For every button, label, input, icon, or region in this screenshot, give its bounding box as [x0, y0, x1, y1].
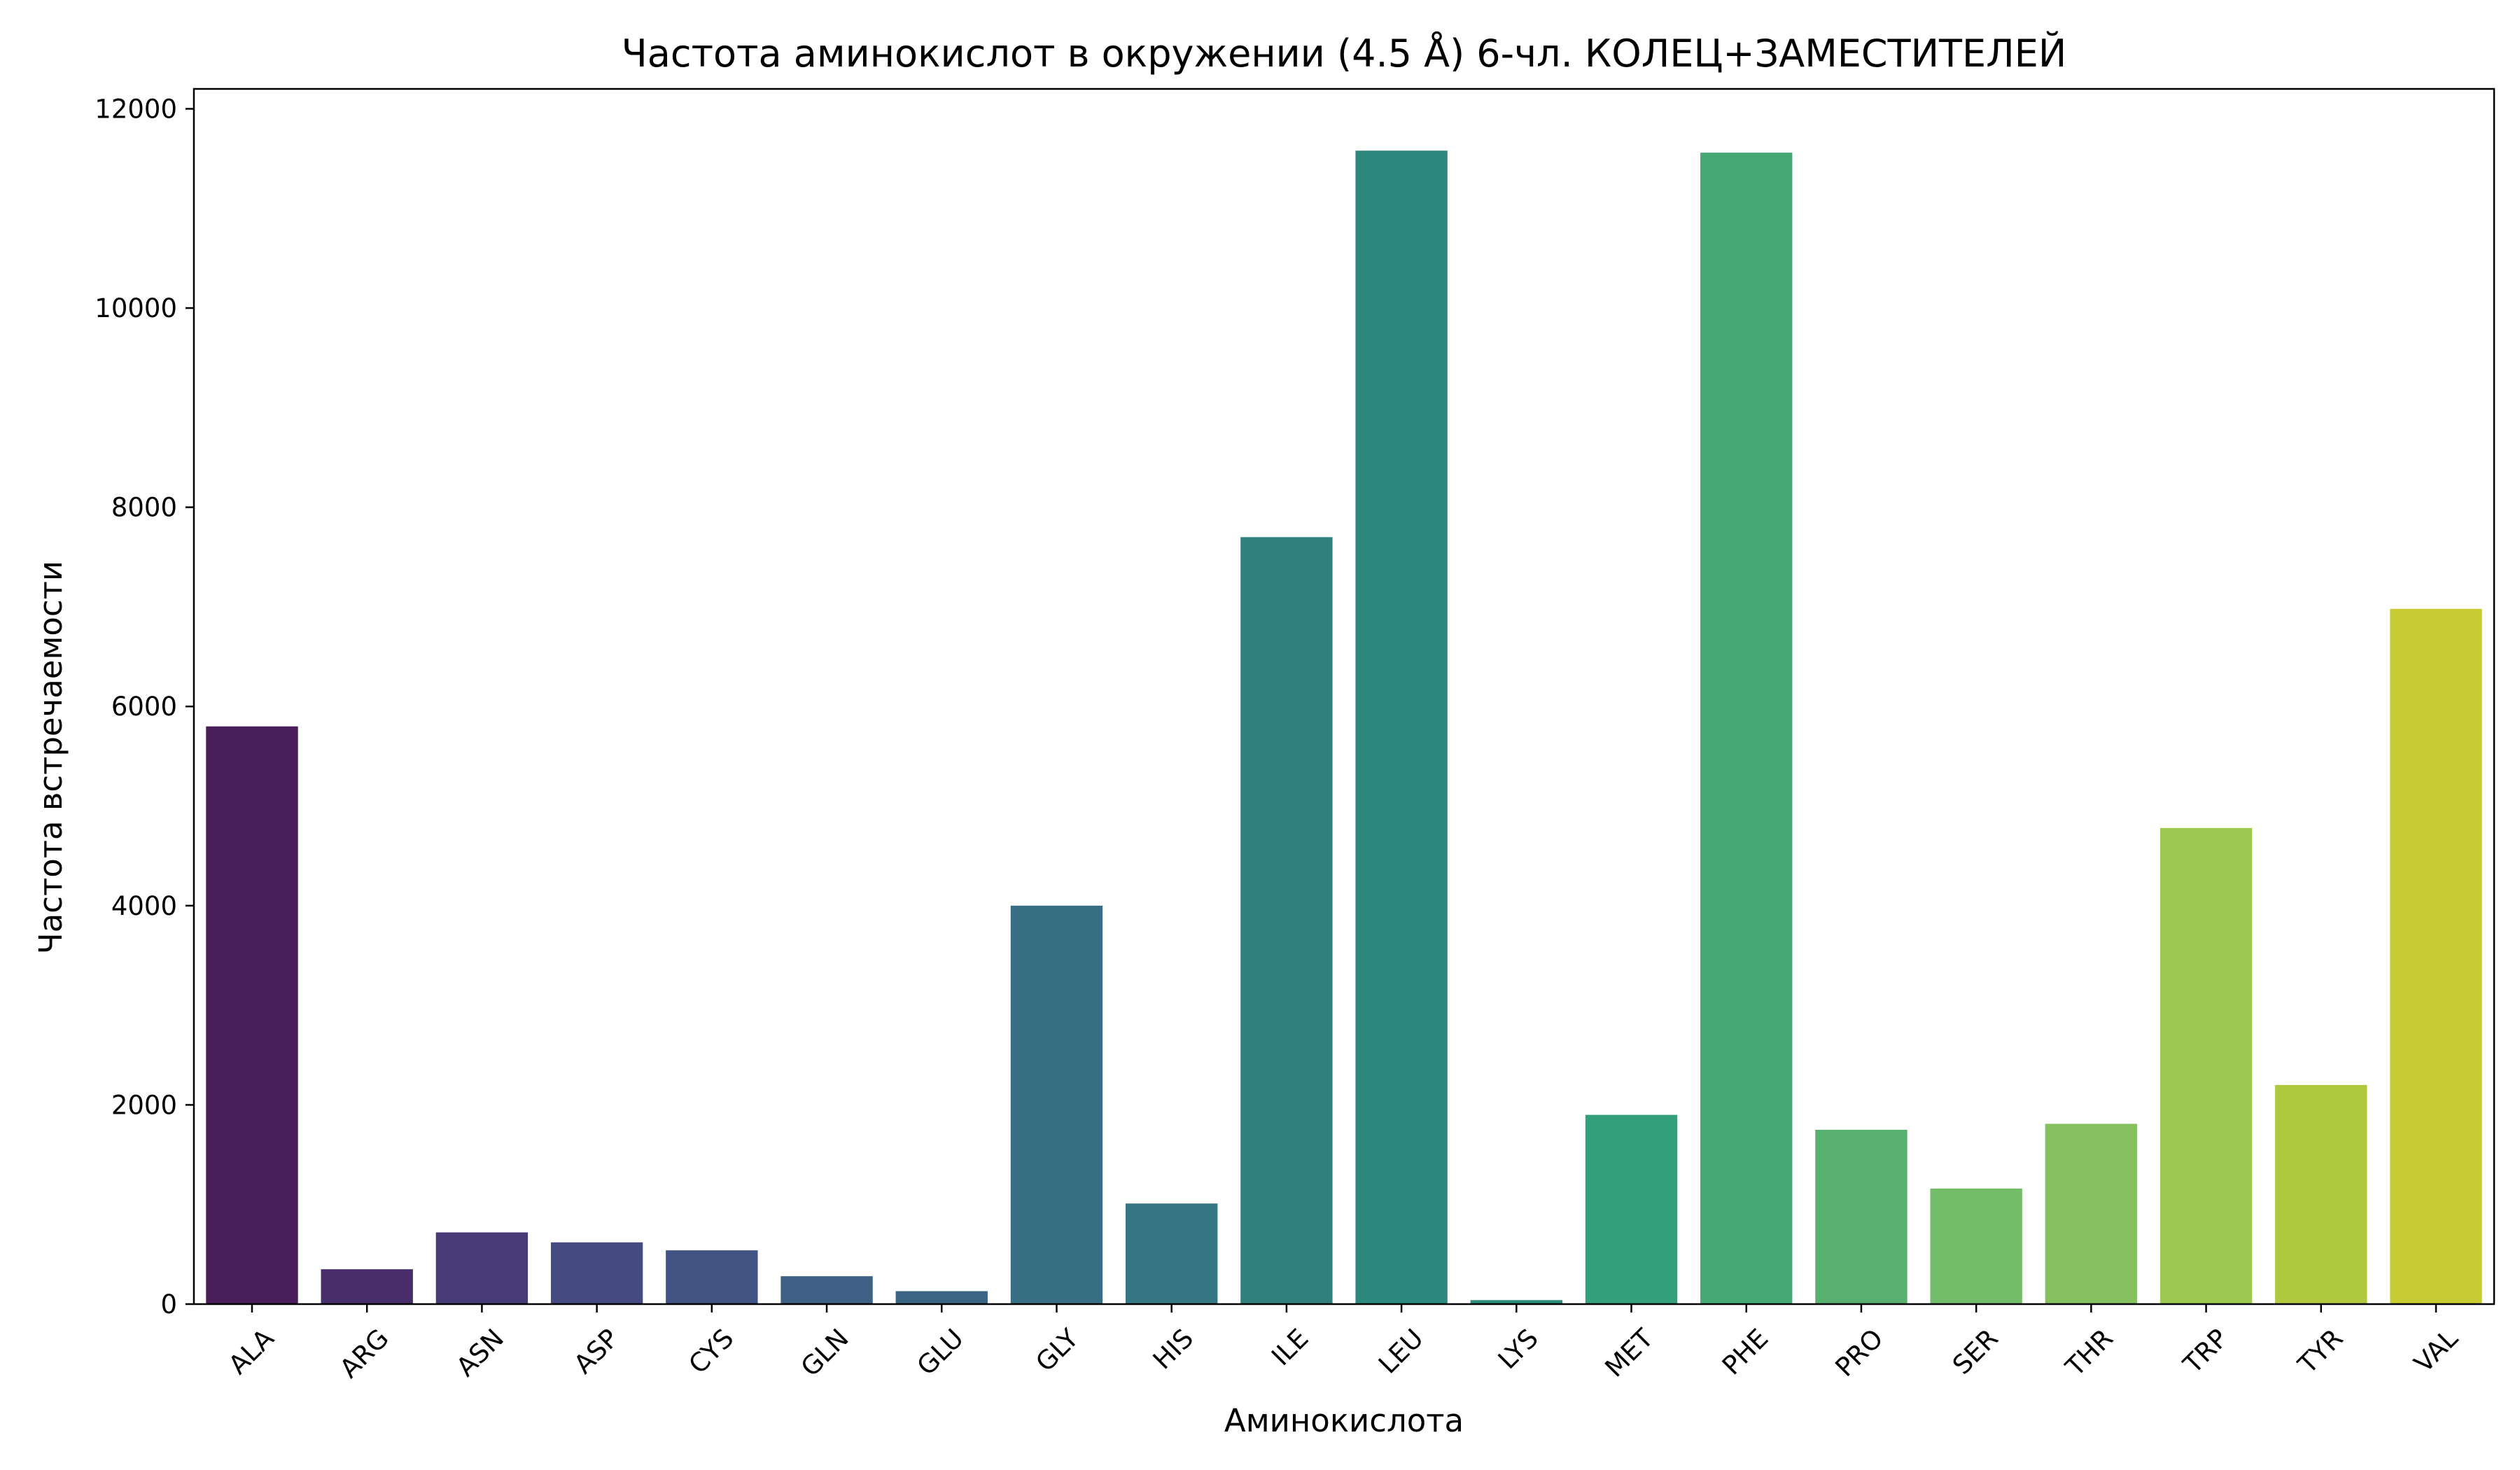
bar-arg: [321, 1269, 413, 1304]
x-tick-label-arg: ARG: [334, 1323, 395, 1384]
x-tick-label-asp: ASP: [568, 1323, 625, 1380]
bar-gln: [780, 1276, 873, 1304]
plot-frame: [192, 88, 2496, 1306]
bar-val: [2390, 608, 2482, 1304]
x-tick-label-cys: CYS: [683, 1323, 740, 1380]
bar-asp: [550, 1242, 643, 1304]
bar-asn: [435, 1232, 528, 1304]
y-tick-label-2000: 2000: [111, 1090, 177, 1120]
x-tick-label-asn: ASN: [451, 1323, 510, 1382]
bar-lys: [1470, 1300, 1562, 1304]
x-tick-label-glu: GLU: [911, 1323, 969, 1381]
bars-group: [206, 150, 2482, 1305]
x-tick-label-trp: TRP: [2177, 1323, 2234, 1380]
bar-gly: [1010, 905, 1103, 1304]
x-tick-label-gln: GLN: [795, 1323, 855, 1382]
x-tick-label-thr: THR: [2059, 1323, 2119, 1382]
x-tick-label-pro: PRO: [1830, 1323, 1889, 1382]
bar-thr: [2045, 1124, 2138, 1304]
bar-trp: [2160, 827, 2253, 1304]
x-tick-label-gly: GLY: [1030, 1323, 1084, 1378]
y-tick-label-12000: 12000: [94, 94, 177, 124]
x-axis-label: Аминокислота: [1224, 1402, 1464, 1439]
bar-cys: [666, 1250, 758, 1304]
y-tick-label-6000: 6000: [111, 692, 177, 722]
x-tick-label-phe: PHE: [1716, 1323, 1774, 1380]
y-axis-label: Частота встречаемости: [32, 561, 69, 954]
bar-his: [1126, 1203, 1218, 1304]
y-tick-label-8000: 8000: [111, 493, 177, 523]
bar-leu: [1355, 150, 1448, 1305]
y-axis-ticks: 0 2000 4000 6000 8000 10000 12000: [94, 94, 194, 1320]
x-axis-ticks: ALA ARG ASN ASP CYS GLN GLU GLY HIS ILE LEU LYS MET P…: [223, 1304, 2464, 1384]
x-tick-label-lys: LYS: [1492, 1323, 1544, 1375]
bar-ser: [1930, 1188, 2022, 1304]
bar-ile: [1240, 537, 1333, 1304]
bar-pro: [1815, 1129, 1907, 1304]
x-tick-label-ser: SER: [1947, 1323, 2004, 1380]
y-tick-label-10000: 10000: [94, 293, 177, 323]
x-tick-label-val: VAL: [2408, 1323, 2463, 1378]
x-tick-label-his: HIS: [1147, 1323, 1199, 1375]
y-tick-label-4000: 4000: [111, 891, 177, 921]
x-tick-label-ala: ALA: [223, 1323, 279, 1380]
x-tick-label-ile: ILE: [1266, 1323, 1314, 1371]
bar-glu: [895, 1291, 988, 1304]
bar-met: [1585, 1114, 1678, 1304]
y-tick-label-0: 0: [160, 1289, 177, 1320]
x-tick-label-leu: LEU: [1373, 1323, 1429, 1380]
chart-title: Частота аминокислот в окружении (4.5 Å) …: [622, 31, 2066, 76]
bar-tyr: [2275, 1084, 2367, 1304]
bar-ala: [206, 726, 298, 1304]
bar-phe: [1700, 153, 1793, 1304]
x-tick-label-met: MET: [1600, 1323, 1660, 1383]
x-tick-label-tyr: TYR: [2292, 1323, 2348, 1380]
